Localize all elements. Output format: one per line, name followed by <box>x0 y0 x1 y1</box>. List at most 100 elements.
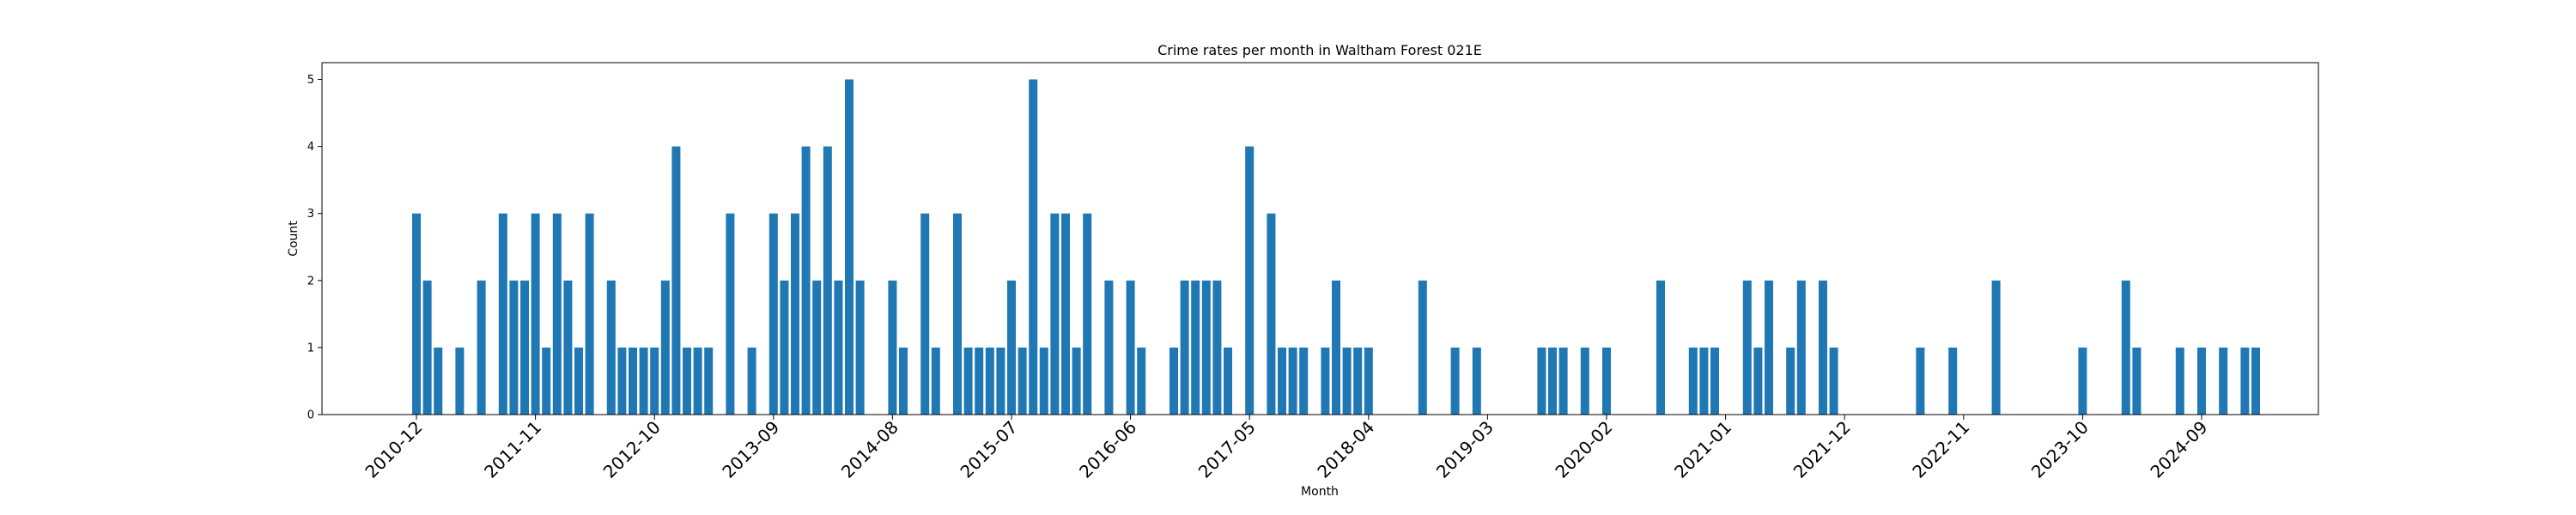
x-tick-label: 2022-11 <box>1908 417 1973 482</box>
bar-2015-06 <box>996 347 1005 415</box>
chart-title: Crime rates per month in Waltham Forest … <box>1157 42 1482 58</box>
bar-2015-07 <box>1007 280 1016 415</box>
x-tick-label: 2016-06 <box>1075 417 1140 482</box>
bar-2017-12 <box>1321 347 1330 415</box>
bar-2013-10 <box>780 280 789 415</box>
bar-2013-11 <box>791 213 799 415</box>
bar-2013-02 <box>693 347 702 415</box>
bar-2020-12 <box>1710 347 1719 415</box>
bar-2011-10 <box>520 280 529 415</box>
bar-2010-12 <box>412 213 421 415</box>
bar-2015-10 <box>1039 347 1048 415</box>
bar-2016-11 <box>1180 280 1189 415</box>
bar-2012-01 <box>552 213 562 415</box>
bar-2019-09 <box>1548 347 1557 415</box>
bar-2025-01 <box>2240 347 2250 415</box>
bar-2021-07 <box>1786 347 1795 415</box>
bar-2017-10 <box>1299 347 1309 415</box>
x-tick-label: 2018-04 <box>1313 417 1378 482</box>
bar-2011-11 <box>531 213 540 415</box>
bar-2017-07 <box>1267 213 1276 415</box>
bar-2024-11 <box>2219 347 2228 415</box>
bar-2021-05 <box>1765 280 1773 415</box>
bar-2020-10 <box>1688 347 1698 415</box>
bar-2020-07 <box>1656 280 1665 415</box>
bar-2017-03 <box>1224 347 1232 415</box>
y-axis-label: Count <box>287 221 301 257</box>
bar-2014-08 <box>888 280 897 415</box>
x-tick-label: 2013-09 <box>718 417 783 482</box>
bar-2017-05 <box>1245 146 1255 415</box>
bar-2021-10 <box>1819 280 1827 415</box>
bar-2015-08 <box>1018 347 1027 415</box>
bar-2011-06 <box>477 280 486 415</box>
bar-2015-12 <box>1061 213 1070 415</box>
bar-2017-09 <box>1288 347 1297 415</box>
bar-2016-04 <box>1104 280 1114 415</box>
bar-2015-04 <box>975 347 984 415</box>
bar-2018-03 <box>1353 347 1363 415</box>
bar-2013-07 <box>747 347 756 415</box>
bar-2016-06 <box>1126 280 1135 415</box>
bar-2014-09 <box>899 347 908 415</box>
bar-2012-08 <box>629 347 637 415</box>
bar-2024-03 <box>2132 347 2142 415</box>
bar-2015-09 <box>1029 79 1038 415</box>
bar-2020-02 <box>1602 347 1611 415</box>
bar-2020-11 <box>1699 347 1709 415</box>
x-tick-label: 2015-07 <box>956 417 1021 482</box>
bar-2023-10 <box>2078 347 2087 415</box>
bar-2019-08 <box>1537 347 1546 415</box>
bar-2012-02 <box>563 280 573 415</box>
bar-2014-02 <box>823 146 832 415</box>
bar-2015-03 <box>963 347 973 415</box>
bar-2018-09 <box>1418 280 1427 415</box>
bar-2011-01 <box>422 280 432 415</box>
bar-2012-09 <box>639 347 648 415</box>
bar-2012-12 <box>671 146 681 415</box>
bar-2018-04 <box>1364 347 1373 415</box>
bar-2016-12 <box>1191 280 1200 415</box>
bars-group <box>412 79 2260 415</box>
y-tick-label: 4 <box>307 141 314 154</box>
bar-2019-12 <box>1580 347 1589 415</box>
x-tick-label: 2017-05 <box>1194 417 1260 482</box>
bar-2017-02 <box>1212 280 1222 415</box>
bar-2015-11 <box>1050 213 1060 415</box>
bar-2021-08 <box>1796 280 1806 415</box>
bar-2016-01 <box>1072 347 1081 415</box>
y-tick-label: 5 <box>307 74 314 87</box>
x-tick-label: 2021-01 <box>1670 417 1735 482</box>
bar-2014-12 <box>931 347 940 415</box>
bar-2011-08 <box>498 213 507 415</box>
bar-2012-07 <box>617 347 627 415</box>
x-axis: 2010-12 2011-11 2012-10 2013-09 2014-08 2015-… <box>361 415 2212 482</box>
bar-2013-12 <box>801 146 811 415</box>
y-axis: 0 1 2 3 4 5 <box>307 74 322 422</box>
bar-2022-07 <box>1916 347 1925 415</box>
bar-2011-04 <box>455 347 465 415</box>
x-tick-label: 2010-12 <box>361 417 426 482</box>
bar-2012-11 <box>660 280 670 415</box>
bar-2024-02 <box>2121 280 2130 415</box>
bar-2013-01 <box>683 347 691 415</box>
y-tick-label: 2 <box>307 275 314 288</box>
bar-2012-10 <box>650 347 659 415</box>
bar-2018-01 <box>1332 280 1340 415</box>
bar-2021-11 <box>1829 347 1838 415</box>
bar-2021-04 <box>1753 347 1763 415</box>
bar-2015-02 <box>953 213 962 415</box>
bar-2014-11 <box>920 213 930 415</box>
y-tick-label: 3 <box>307 208 314 221</box>
bar-2018-02 <box>1342 347 1352 415</box>
x-tick-label: 2019-03 <box>1432 417 1498 482</box>
bar-2012-06 <box>606 280 616 415</box>
bar-2011-09 <box>509 280 519 415</box>
x-tick-label: 2014-08 <box>837 417 902 482</box>
bar-2014-04 <box>845 79 854 415</box>
bar-2014-03 <box>834 280 843 415</box>
bar-2012-03 <box>574 347 583 415</box>
bar-2022-10 <box>1948 347 1958 415</box>
y-tick-label: 1 <box>307 342 314 354</box>
bar-2021-03 <box>1742 280 1752 415</box>
